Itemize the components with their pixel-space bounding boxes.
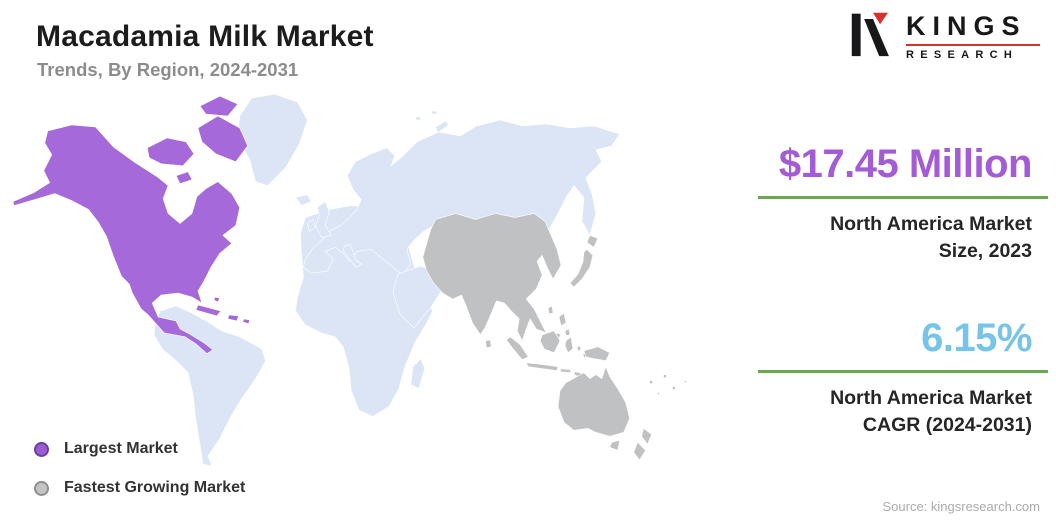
stat-market-size: $17.45 Million North America Market Size… (758, 142, 1048, 266)
source-attribution: Source: kingsresearch.com (882, 499, 1040, 514)
market-size-label-line1: North America Market (830, 213, 1032, 235)
fastest-growing-market-dot-icon (34, 480, 49, 496)
green-divider (758, 196, 1048, 199)
map-region-asia-pacific (422, 213, 687, 461)
market-size-value: $17.45 Million (778, 142, 1033, 186)
logo-subtitle: RESEARCH (906, 48, 1019, 61)
cagr-label-line1: North America Market (830, 386, 1032, 409)
logo-wordmark: KINGS RESEARCH (906, 10, 1040, 61)
world-map (12, 93, 687, 467)
legend-item-fastest-growing-market: Fastest Growing Market (34, 479, 245, 497)
page-subtitle: Trends, By Region, 2024-2031 (37, 59, 299, 80)
stat-cagr: 6.15% North America Market CAGR (2024-20… (758, 316, 1048, 440)
page-title: Macadamia Milk Market (36, 20, 374, 53)
fastest-growing-market-label: Fastest Growing Market (64, 479, 246, 496)
cagr-value: 6.15% (921, 315, 1032, 360)
largest-market-label: Largest Market (64, 440, 178, 457)
logo-divider (906, 43, 1040, 46)
kings-research-logo: KINGS RESEARCH (850, 8, 1040, 65)
logo-name: KINGS (906, 10, 1027, 41)
map-region-north-america (12, 95, 251, 355)
legend-item-largest-market: Largest Market (34, 440, 245, 458)
map-legend: Largest Market Fastest Growing Market (34, 440, 245, 518)
market-size-label: North America Market Size, 2023 (758, 211, 1048, 266)
map-region-rest-of-world (153, 93, 621, 467)
market-size-label-line2: Size, 2023 (938, 240, 1032, 263)
stats-panel: $17.45 Million North America Market Size… (758, 142, 1048, 439)
green-divider (758, 369, 1048, 373)
cagr-label: North America Market CAGR (2024-2031) (758, 385, 1048, 440)
largest-market-dot-icon (34, 441, 49, 457)
cagr-label-line2: CAGR (2024-2031) (862, 413, 1032, 436)
kings-k-logo-icon (850, 8, 896, 65)
